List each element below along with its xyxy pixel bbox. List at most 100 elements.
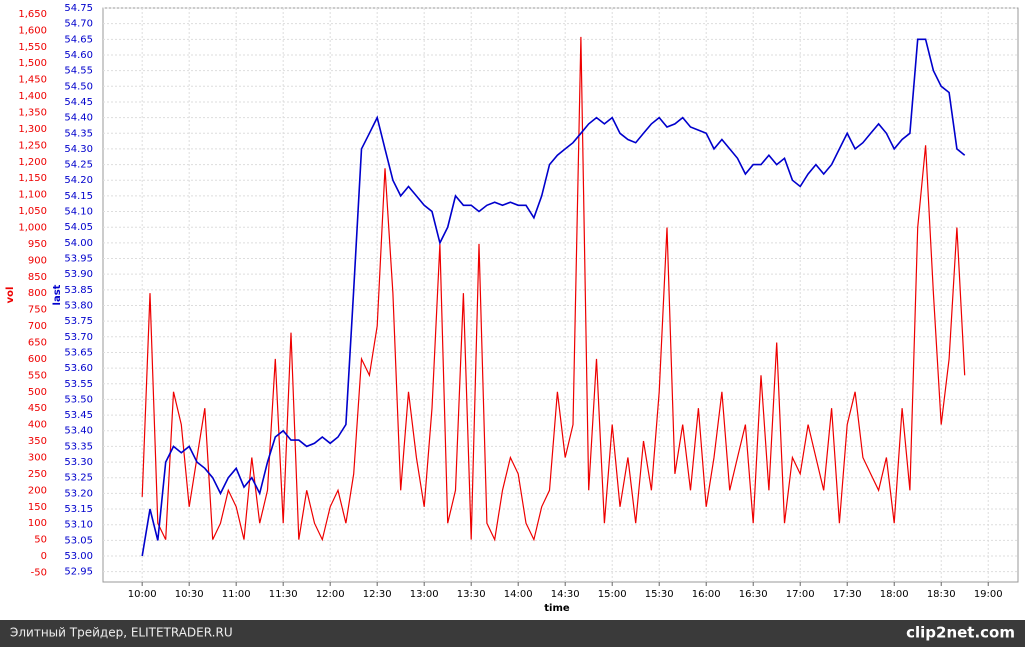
line-vol <box>141 36 966 542</box>
y2-tick-label: 1,550 <box>18 42 47 53</box>
footer-caption: Элитный Трейдер, ELITETRADER.RU <box>10 626 233 640</box>
y-tick-label: 53.65 <box>64 347 93 358</box>
x-axis-label: time <box>544 603 570 614</box>
x-tick-label: 12:00 <box>316 589 345 600</box>
y2-tick-label: 50 <box>34 535 47 546</box>
y2-tick-label: 1,350 <box>18 107 47 118</box>
y-tick-label: 53.95 <box>64 254 93 265</box>
y-tick-label: 54.20 <box>64 175 93 186</box>
y2-tick-label: 1,150 <box>18 173 47 184</box>
x-tick-label: 14:00 <box>504 589 533 600</box>
y2-tick-label: 350 <box>28 436 47 447</box>
y-tick-label: 53.45 <box>64 410 93 421</box>
x-tick-label: 10:00 <box>128 589 157 600</box>
x-tick-label: 16:00 <box>692 589 721 600</box>
x-tick-label: 16:30 <box>739 589 768 600</box>
y2-tick-label: 900 <box>28 255 47 266</box>
y2-tick-label: 700 <box>28 321 47 332</box>
y-tick-label: 53.70 <box>64 332 93 343</box>
y-tick-label: 54.50 <box>64 81 93 92</box>
y-tick-label: 53.40 <box>64 426 93 437</box>
y2-axis-label: vol <box>5 287 16 304</box>
y2-tick-label: 650 <box>28 337 47 348</box>
y-tick-label: 54.45 <box>64 97 93 108</box>
y-tick-label: 53.75 <box>64 316 93 327</box>
y-tick-label: 54.10 <box>64 207 93 218</box>
y-tick-label: 54.40 <box>64 113 93 124</box>
line-last <box>141 38 966 557</box>
y-tick-label: 54.60 <box>64 50 93 61</box>
x-tick-label: 12:30 <box>363 589 392 600</box>
y2-tick-label: 250 <box>28 469 47 480</box>
y2-tick-label: 200 <box>28 485 47 496</box>
y2-tick-label: 950 <box>28 239 47 250</box>
y2-tick-label: -50 <box>31 567 47 578</box>
x-tick-label: 17:30 <box>833 589 862 600</box>
x-tick-label: 19:00 <box>974 589 1003 600</box>
y2-tick-label: 0 <box>41 551 47 562</box>
y2-tick-label: 600 <box>28 354 47 365</box>
y2-tick-label: 800 <box>28 288 47 299</box>
y-tick-label: 54.65 <box>64 34 93 45</box>
x-tick-label: 14:30 <box>551 589 580 600</box>
y2-tick-label: 750 <box>28 305 47 316</box>
y-tick-label: 53.30 <box>64 457 93 468</box>
y2-tick-label: 450 <box>28 403 47 414</box>
y-tick-label: 53.05 <box>64 535 93 546</box>
y-tick-label: 53.85 <box>64 285 93 296</box>
y2-tick-label: 100 <box>28 518 47 529</box>
y2-tick-label: 500 <box>28 387 47 398</box>
y-tick-label: 53.35 <box>64 441 93 452</box>
y-tick-label: 52.95 <box>64 567 93 578</box>
y-tick-label: 53.80 <box>64 300 93 311</box>
y2-tick-label: 1,650 <box>18 9 47 20</box>
y-tick-label: 53.15 <box>64 504 93 515</box>
y2-tick-label: 1,100 <box>18 190 47 201</box>
y-axis-label: last <box>52 284 63 305</box>
y-tick-label: 54.05 <box>64 222 93 233</box>
x-tick-label: 13:00 <box>410 589 439 600</box>
y2-tick-label: 1,000 <box>18 222 47 233</box>
y2-tick-label: 850 <box>28 272 47 283</box>
y2-tick-label: 150 <box>28 502 47 513</box>
y2-tick-label: 1,050 <box>18 206 47 217</box>
y-tick-label: 53.50 <box>64 394 93 405</box>
y-tick-label: 54.30 <box>64 144 93 155</box>
y2-tick-label: 550 <box>28 370 47 381</box>
x-tick-label: 18:30 <box>927 589 956 600</box>
y2-tick-label: 1,250 <box>18 140 47 151</box>
y-tick-label: 54.35 <box>64 128 93 139</box>
y-tick-label: 54.55 <box>64 66 93 77</box>
y2-tick-label: 1,200 <box>18 157 47 168</box>
y2-tick-label: 1,300 <box>18 124 47 135</box>
y-tick-label: 54.00 <box>64 238 93 249</box>
footer-brand[interactable]: clip2net.com <box>906 624 1015 642</box>
y-tick-label: 54.25 <box>64 160 93 171</box>
y2-tick-label: 1,400 <box>18 91 47 102</box>
footer-bar <box>0 620 1025 647</box>
y-tick-label: 54.15 <box>64 191 93 202</box>
plot-area <box>102 7 1019 583</box>
y-tick-label: 53.55 <box>64 379 93 390</box>
x-tick-label: 13:30 <box>457 589 486 600</box>
y2-tick-label: 1,500 <box>18 58 47 69</box>
y-tick-label: 53.20 <box>64 488 93 499</box>
x-tick-label: 15:30 <box>645 589 674 600</box>
y2-tick-label: 1,450 <box>18 75 47 86</box>
y-tick-label: 53.60 <box>64 363 93 374</box>
x-tick-label: 15:00 <box>598 589 627 600</box>
x-tick-label: 11:30 <box>269 589 298 600</box>
x-tick-label: 17:00 <box>786 589 815 600</box>
y-tick-label: 53.90 <box>64 269 93 280</box>
y-tick-label: 54.75 <box>64 3 93 14</box>
y2-tick-label: 300 <box>28 452 47 463</box>
y-tick-label: 53.25 <box>64 473 93 484</box>
x-tick-label: 18:00 <box>880 589 909 600</box>
x-tick-label: 10:30 <box>175 589 204 600</box>
x-tick-label: 11:00 <box>222 589 251 600</box>
y2-tick-label: 1,600 <box>18 25 47 36</box>
y-tick-label: 54.70 <box>64 19 93 30</box>
y2-tick-label: 400 <box>28 420 47 431</box>
y-tick-label: 53.10 <box>64 520 93 531</box>
